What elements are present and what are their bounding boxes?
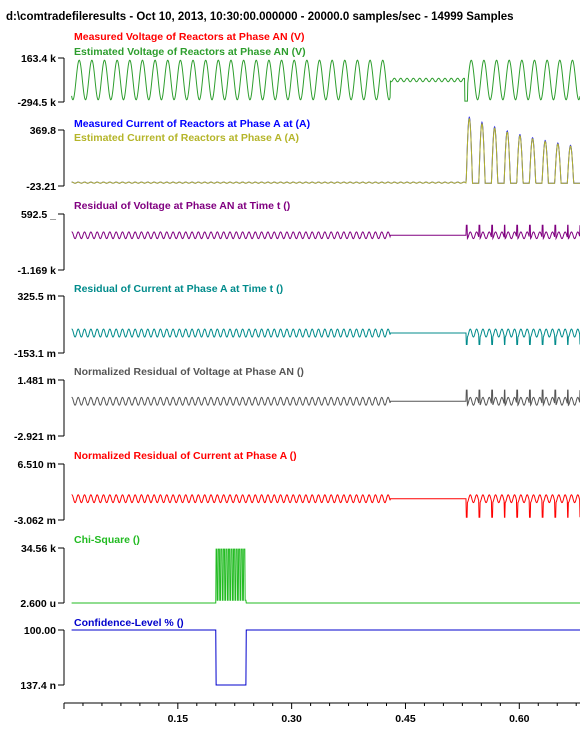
panel-8-bottom-label: 137.4 n [20, 680, 56, 692]
panel-3-series-1-title: Residual of Voltage at Phase AN at Time … [74, 200, 290, 212]
chart-header: d:\comtradefileresults - Oct 10, 2013, 1… [6, 11, 514, 23]
panel-8-series-1-line [71, 629, 580, 686]
panel-3-bottom-label: -1.169 k [17, 265, 56, 277]
panel-5: 1.481 m -2.921 m Normalized Residual of Vo… [14, 366, 580, 443]
panel-7-top-label: 34.56 k [21, 543, 56, 555]
panel-6-series-1-line [71, 494, 580, 518]
panel-4: 325.5 m -153.1 m Residual of Current at Ph… [14, 283, 580, 360]
panel-4-top-label: 325.5 m [17, 291, 56, 303]
panel-6-top-label: 6.510 m [17, 459, 56, 471]
panel-2-bottom-label: -23.21 [26, 181, 56, 193]
panel-2-series-2-title: Estimated Current of Reactors at Phase A… [74, 132, 299, 144]
panel-6-series-1-title: Normalized Residual of Current at Phase … [74, 450, 297, 462]
panel-5-bottom-label: -2.921 m [14, 431, 56, 443]
panel-7-series-1-line [71, 548, 580, 604]
panel-2: 369.8 -23.21 Measured Current of Reactors … [26, 116, 580, 193]
panel-4-series-1-title: Residual of Current at Phase A at Time t… [74, 283, 283, 295]
panel-1-series-1-title: Measured Voltage of Reactors at Phase AN… [74, 31, 304, 43]
panel-7-series-1-title: Chi-Square () [74, 534, 140, 546]
panel-3-top-label: 592.5 _ [21, 209, 56, 221]
panel-3: 592.5 _ -1.169 k Residual of Voltage at Ph… [17, 200, 580, 277]
panel-1: 163.4 k -294.5 k Measured Voltage of React… [17, 31, 580, 109]
panel-7: 34.56 k 2.600 u Chi-Square () [20, 534, 580, 610]
panel-5-series-1-line [71, 389, 580, 407]
panel-5-series-1-title: Normalized Residual of Voltage at Phase … [74, 366, 304, 378]
panel-2-series-1-title: Measured Current of Reactors at Phase A … [74, 118, 310, 130]
panel-1-series-2-title: Estimated Voltage of Reactors at Phase A… [74, 46, 306, 58]
panel-2-series-2-line [71, 117, 580, 184]
x-axis-tick-label: 0.60 [509, 713, 530, 725]
panel-4-bottom-label: -153.1 m [14, 348, 56, 360]
x-axis-tick-label: 0.30 [281, 713, 302, 725]
panel-8: 100.00 137.4 n Confidence-Level % () [20, 617, 580, 692]
panel-1-series-2-line [71, 59, 580, 102]
panel-6-bottom-label: -3.062 m [14, 515, 56, 527]
panel-8-top-label: 100.00 [24, 625, 56, 637]
x-axis-tick-label: 0.45 [395, 713, 416, 725]
panel-8-series-1-title: Confidence-Level % () [74, 617, 184, 629]
panel-2-top-label: 369.8 [30, 125, 56, 137]
panel-3-series-1-line [71, 224, 580, 241]
panel-4-series-1-line [71, 328, 580, 345]
panel-5-top-label: 1.481 m [17, 375, 56, 387]
panel-1-bottom-label: -294.5 k [17, 97, 56, 109]
panel-6: 6.510 m -3.062 m Normalized Residual of Cu… [14, 450, 580, 527]
panel-1-top-label: 163.4 k [21, 53, 56, 65]
panel-7-bottom-label: 2.600 u [20, 598, 56, 610]
x-axis-tick-label: 0.15 [168, 713, 189, 725]
